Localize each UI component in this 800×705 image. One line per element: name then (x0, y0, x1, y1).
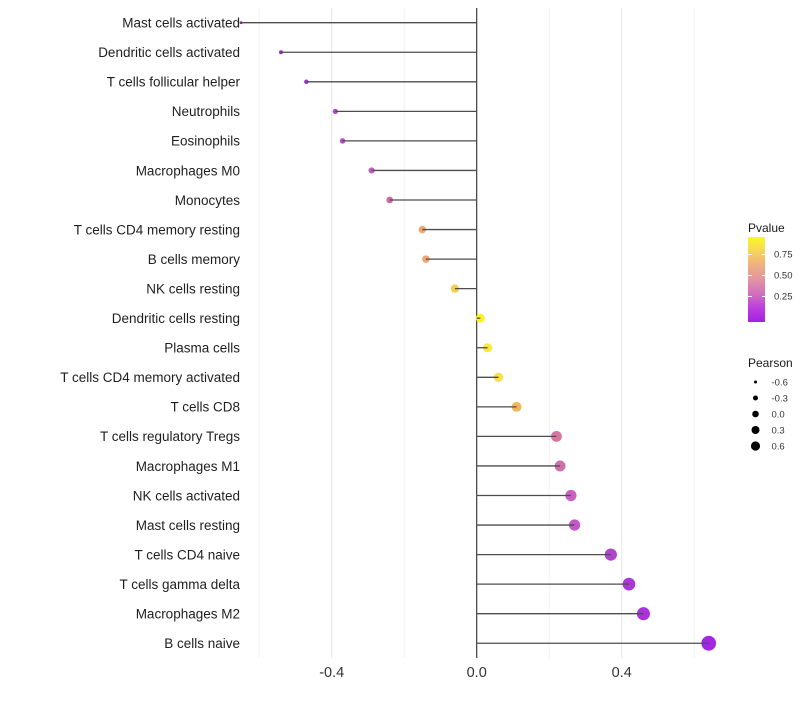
lollipop-segments (241, 22, 709, 644)
pearson-key-dot (751, 426, 760, 434)
category-label: T cells CD8 (170, 400, 240, 415)
colorbar-tick-label: 0.75 (774, 249, 793, 260)
colorbar-tick-mark (761, 295, 765, 298)
category-label: Monocytes (175, 193, 241, 208)
colorbar-tick-mark (761, 253, 765, 256)
colorbar-tick-label: 0.50 (774, 270, 793, 281)
lollipop-dot (551, 430, 562, 442)
pearson-key-label: 0.3 (772, 425, 785, 436)
pearson-key-dot (750, 441, 761, 451)
category-label: Mast cells activated (122, 16, 240, 31)
colorbar-tick-label: 0.25 (774, 291, 793, 302)
pearson-key-dot (752, 410, 759, 418)
pvalue-colorbar: 0.75 0.50 0.25 (748, 237, 793, 322)
category-label: T cells gamma delta (119, 577, 240, 592)
category-label: Eosinophils (171, 134, 240, 149)
category-label: Macrophages M0 (136, 163, 240, 178)
category-label: Macrophages M2 (136, 607, 240, 622)
x-tick-label: 0.0 (467, 665, 487, 681)
x-axis-tick-labels: -0.4 0.0 0.4 (319, 665, 632, 681)
lollipop-dot (554, 460, 566, 472)
category-label: T cells follicular helper (107, 75, 241, 90)
pearson-key-dot (753, 395, 758, 401)
pearson-key-dot (754, 380, 757, 384)
category-label: T cells regulatory Tregs (100, 429, 240, 444)
colorbar-tick-mark (748, 274, 752, 277)
category-label: Mast cells resting (136, 518, 240, 533)
category-label: Dendritic cells activated (98, 45, 240, 60)
pearson-legend-title: Pearson (748, 356, 793, 370)
category-label: Neutrophils (172, 104, 241, 119)
category-label: T cells CD4 memory activated (60, 370, 240, 385)
colorbar-tick-mark (761, 274, 765, 277)
category-label: B cells memory (148, 252, 241, 267)
lollipop-dots (239, 21, 717, 651)
pearson-key-label: -0.6 (772, 377, 788, 388)
pearson-key-label: 0.6 (772, 441, 785, 452)
pearson-size-keys: -0.6 -0.3 0.0 0.3 0.6 (750, 377, 788, 452)
legend: Pvalue 0.75 0.50 0.25 Pearson -0.6 -0.3 0.0 0… (745, 210, 800, 470)
colorbar-tick-mark (748, 295, 752, 298)
category-label: Dendritic cells resting (112, 311, 240, 326)
x-tick-label: -0.4 (319, 665, 344, 681)
pearson-key-label: -0.3 (772, 393, 788, 404)
category-label: T cells CD4 memory resting (74, 222, 240, 237)
category-label: T cells CD4 naive (134, 547, 240, 562)
category-label: Macrophages M1 (136, 459, 240, 474)
pvalue-legend-title: Pvalue (748, 221, 785, 235)
category-label: NK cells resting (146, 281, 240, 296)
category-label: NK cells activated (133, 488, 240, 503)
pearson-key-label: 0.0 (772, 409, 785, 420)
category-label: B cells naive (164, 636, 240, 651)
lollipop-dot (622, 577, 636, 591)
x-tick-label: 0.4 (612, 665, 632, 681)
category-label: Plasma cells (164, 341, 240, 356)
colorbar-tick-mark (748, 253, 752, 256)
category-labels: Mast cells activated Dendritic cells acti… (60, 16, 240, 652)
